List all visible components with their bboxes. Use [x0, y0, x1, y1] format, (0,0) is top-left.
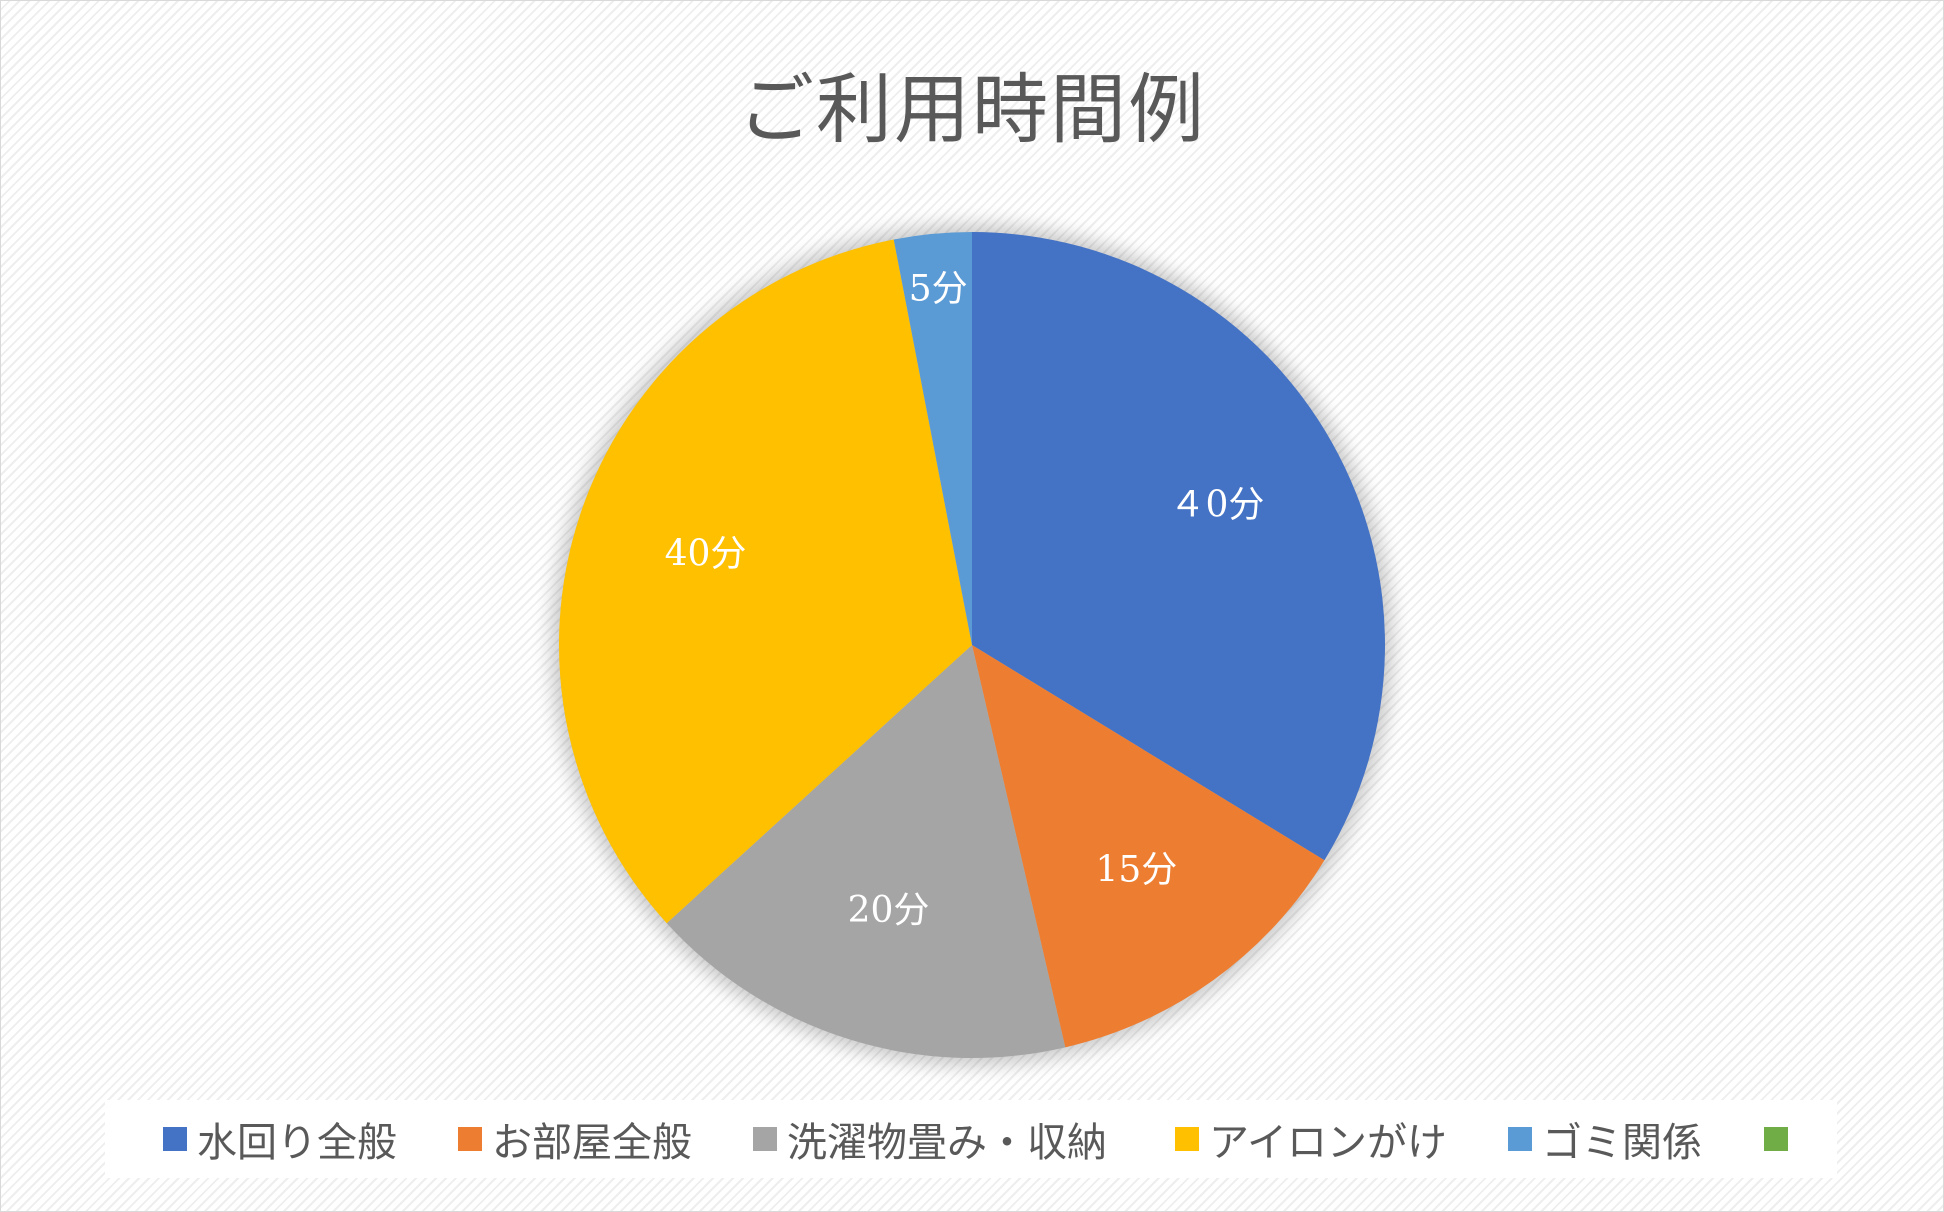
- pie-data-label-2: 20分: [848, 890, 930, 931]
- pie-slice-0: [972, 232, 1385, 861]
- pie-slice-1: [972, 645, 1325, 1048]
- legend-swatch: [163, 1127, 187, 1151]
- legend-swatch: [1175, 1127, 1199, 1151]
- legend-item-airon: アイロンがけ: [1175, 1100, 1447, 1178]
- legend-item-sentakumono: 洗濯物畳み・収納: [753, 1100, 1107, 1178]
- pie-data-labels: ４0分 15分 20分 40分 5分: [665, 268, 1265, 931]
- pie-data-label-4: 5分: [909, 268, 968, 309]
- chart-title: ご利用時間例: [738, 65, 1206, 154]
- legend-label: アイロンがけ: [1209, 1120, 1447, 1166]
- legend-label: 水回り全般: [197, 1120, 397, 1166]
- legend-item-gomi: ゴミ関係: [1508, 1100, 1702, 1178]
- pie-data-label-0: ４0分: [1169, 485, 1264, 526]
- legend-swatch: [753, 1127, 777, 1151]
- legend-swatch: [458, 1127, 482, 1151]
- pie-slice-2: [666, 645, 1066, 1058]
- pie-data-label-3: 40分: [665, 534, 747, 575]
- legend-label: ゴミ関係: [1542, 1120, 1702, 1166]
- legend-label: お部屋全般: [492, 1120, 692, 1166]
- legend-item-oheya: お部屋全般: [458, 1100, 692, 1178]
- pie-slice-4: [893, 232, 972, 645]
- legend-label: 洗濯物畳み・収納: [787, 1120, 1107, 1166]
- legend: [105, 1100, 1837, 1178]
- legend-swatch: [1508, 1127, 1532, 1151]
- legend-swatch: [1764, 1127, 1788, 1151]
- legend-item-unnamed: [1764, 1100, 1798, 1178]
- pie-data-label-1: 15分: [1095, 850, 1177, 891]
- pie-slice-3: [559, 239, 972, 924]
- pie-slices: [559, 232, 1385, 1058]
- legend-item-mizumawari: 水回り全般: [163, 1100, 397, 1178]
